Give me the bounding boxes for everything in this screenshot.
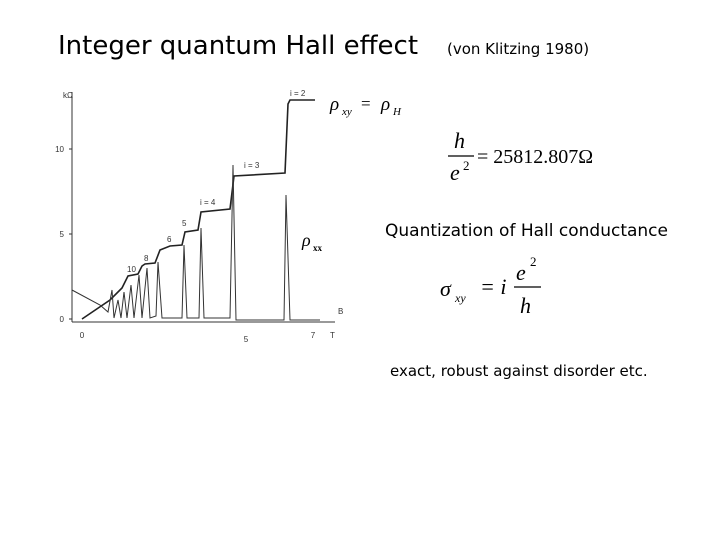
y-tick-label: 5	[60, 230, 65, 239]
x-label: B	[338, 307, 343, 316]
value: = 25812.807Ω	[477, 146, 593, 168]
subscript: xy	[454, 291, 466, 305]
plateau-label: i = 3	[244, 161, 260, 170]
denominator: e	[450, 160, 460, 185]
x-tick-label: 0	[80, 331, 85, 340]
formula-resistance: h e 2 = 25812.807Ω	[448, 128, 593, 185]
hall-resistance-curve	[81, 99, 315, 320]
y-unit: kΩ	[63, 91, 73, 100]
x-tick-label: 7	[311, 331, 316, 340]
longitudinal-resistance-curve	[71, 164, 320, 321]
subscript: H	[392, 106, 402, 118]
symbol: ρ	[380, 94, 390, 115]
plateau-label: 6	[167, 235, 172, 244]
plateau-label: i = 2	[290, 89, 306, 98]
symbol: σ	[440, 276, 452, 301]
figure: kΩ 10 5 0 0 5 7 B T i = 2 i = 3 i = 4 5 …	[55, 89, 343, 344]
subscript: xy	[341, 106, 352, 118]
exponent: 2	[463, 158, 470, 173]
y-tick-label: 0	[60, 315, 65, 324]
slide-title: Integer quantum Hall effect	[58, 31, 418, 61]
numerator: e	[516, 260, 526, 285]
plateau-label: 8	[144, 254, 149, 263]
plateau-label: 10	[127, 265, 136, 274]
note: exact, robust against disorder etc.	[390, 362, 648, 380]
rho-xx-symbol: ρ	[301, 230, 311, 250]
operator: = i	[480, 274, 506, 299]
y-tick-label: 10	[55, 145, 64, 154]
rho-xx-sub: xx	[313, 243, 323, 253]
plateau-label: 5	[182, 219, 187, 228]
symbol: ρ	[329, 94, 339, 115]
formula-conductance: σ xy = i e 2 h	[440, 254, 541, 318]
denominator: h	[520, 293, 531, 318]
x-tick-label: 5	[244, 335, 249, 344]
numerator: h	[454, 128, 465, 153]
x-unit: T	[330, 331, 335, 340]
citation: (von Klitzing 1980)	[447, 40, 589, 58]
caption: Quantization of Hall conductance	[385, 221, 668, 241]
plateau-label: i = 4	[200, 198, 216, 207]
formula-hall: ρ xy = ρ H	[329, 94, 402, 118]
operator: =	[361, 94, 371, 113]
exponent: 2	[530, 254, 537, 269]
